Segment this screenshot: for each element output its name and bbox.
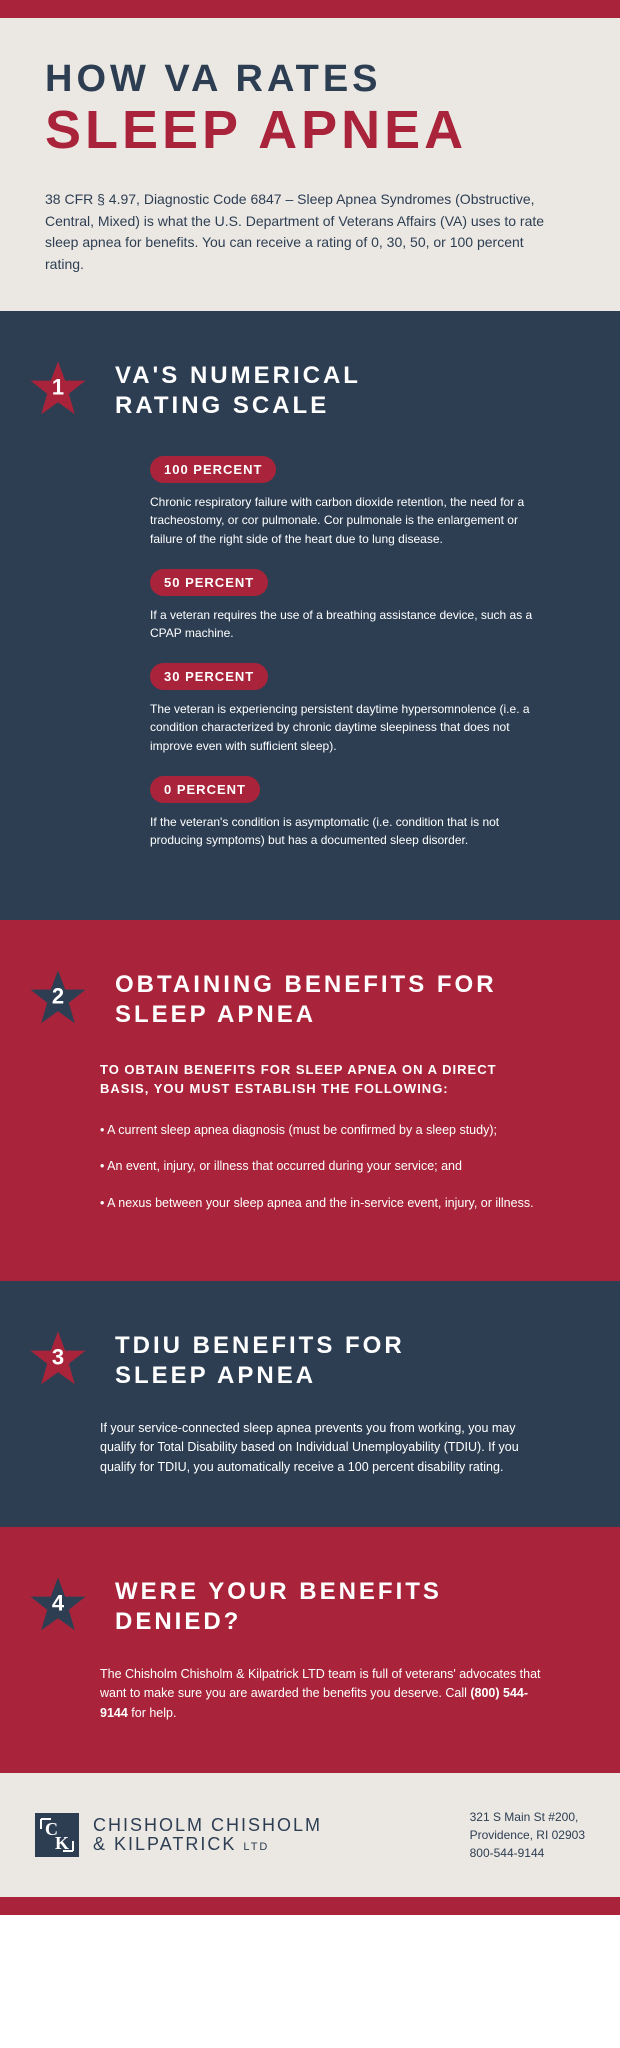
rating-list: 100 PERCENT Chronic respiratory failure w… [150,456,575,850]
intro-text: 38 CFR § 4.97, Diagnostic Code 6847 – Sl… [45,189,545,276]
star-badge: 3 [28,1329,88,1389]
section-body: If your service-connected sleep apnea pr… [100,1419,550,1477]
rating-description: The veteran is experiencing persistent d… [150,700,550,756]
bullet-item: • An event, injury, or illness that occu… [100,1157,540,1176]
subheading: TO OBTAIN BENEFITS FOR SLEEP APNEA ON A … [100,1060,540,1099]
section-2: 2 OBTAINING BENEFITS FORSLEEP APNEA TO OBT… [0,920,620,1281]
bullet-item: • A nexus between your sleep apnea and t… [100,1194,540,1213]
star-number: 2 [52,983,64,1009]
section-title: TDIU BENEFITS FORSLEEP APNEA [115,1331,575,1391]
star-badge: 4 [28,1575,88,1635]
header: HOW VA RATES SLEEP APNEA 38 CFR § 4.97, … [0,18,620,311]
section-title: OBTAINING BENEFITS FORSLEEP APNEA [115,970,575,1030]
rating-description: Chronic respiratory failure with carbon … [150,493,550,549]
bullet-list: • A current sleep apnea diagnosis (must … [100,1121,540,1213]
star-number: 1 [52,374,64,400]
rating-description: If a veteran requires the use of a breat… [150,606,550,643]
section-title: VA'S NUMERICALRATING SCALE [115,361,575,421]
firm-name: CHISHOLM CHISHOLM & KILPATRICK LTD [93,1816,322,1854]
section-3: 3 TDIU BENEFITS FORSLEEP APNEA If your ser… [0,1281,620,1527]
bullet-item: • A current sleep apnea diagnosis (must … [100,1121,540,1140]
title-line2: SLEEP APNEA [45,103,575,157]
rating-pill: 0 PERCENT [150,776,260,803]
section-1: 1 VA'S NUMERICALRATING SCALE 100 PERCENT Ch… [0,311,620,920]
address-line2: Providence, RI 02903 [470,1826,585,1844]
section-title: WERE YOUR BENEFITSDENIED? [115,1577,575,1637]
title-line1: HOW VA RATES [45,58,575,101]
section-body: The Chisholm Chisholm & Kilpatrick LTD t… [100,1665,550,1723]
rating-pill: 30 PERCENT [150,663,268,690]
star-number: 4 [52,1591,64,1617]
star-badge: 2 [28,968,88,1028]
rating-pill: 100 PERCENT [150,456,276,483]
firm-logo-icon: C K [35,1813,79,1857]
firm-line1: CHISHOLM CHISHOLM [93,1816,322,1835]
address-line1: 321 S Main St #200, [470,1808,585,1826]
star-badge: 1 [28,359,88,419]
star-number: 3 [52,1345,64,1371]
rating-pill: 50 PERCENT [150,569,268,596]
footer-phone: 800-544-9144 [470,1844,585,1862]
section-4: 4 WERE YOUR BENEFITSDENIED? The Chisholm C… [0,1527,620,1773]
rating-description: If the veteran's condition is asymptomat… [150,813,550,850]
top-accent-bar [0,0,620,18]
footer-address: 321 S Main St #200, Providence, RI 02903… [470,1808,585,1862]
firm-line2: & KILPATRICK LTD [93,1835,322,1854]
footer-left: C K CHISHOLM CHISHOLM & KILPATRICK LTD [35,1813,322,1857]
footer: C K CHISHOLM CHISHOLM & KILPATRICK LTD 3… [0,1773,620,1915]
